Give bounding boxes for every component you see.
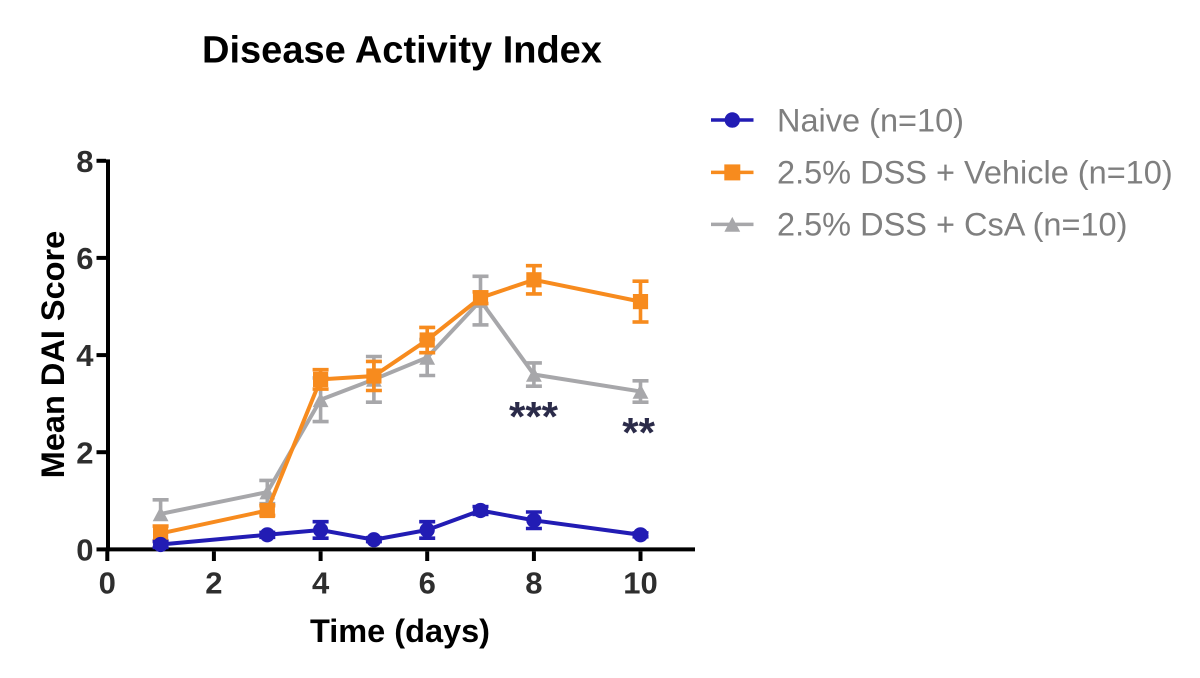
svg-text:2: 2 [76, 435, 93, 470]
svg-text:0: 0 [99, 566, 116, 601]
svg-text:Disease Activity Index: Disease Activity Index [202, 30, 602, 72]
svg-text:2.5% DSS + CsA (n=10): 2.5% DSS + CsA (n=10) [777, 207, 1127, 243]
svg-text:2.5% DSS + Vehicle (n=10): 2.5% DSS + Vehicle (n=10) [777, 155, 1173, 191]
svg-text:Naive (n=10): Naive (n=10) [777, 102, 964, 138]
svg-text:2: 2 [205, 566, 222, 601]
svg-text:4: 4 [76, 338, 94, 373]
svg-text:Time (days): Time (days) [310, 613, 490, 649]
svg-text:6: 6 [76, 241, 93, 276]
svg-text:4: 4 [312, 566, 330, 601]
svg-text:6: 6 [419, 566, 436, 601]
svg-text:10: 10 [623, 566, 657, 601]
svg-text:**: ** [622, 409, 655, 456]
svg-text:Mean DAI Score: Mean DAI Score [35, 231, 71, 478]
svg-text:0: 0 [76, 533, 93, 568]
svg-text:***: *** [509, 393, 559, 440]
svg-text:8: 8 [525, 566, 542, 601]
svg-text:8: 8 [76, 144, 93, 179]
